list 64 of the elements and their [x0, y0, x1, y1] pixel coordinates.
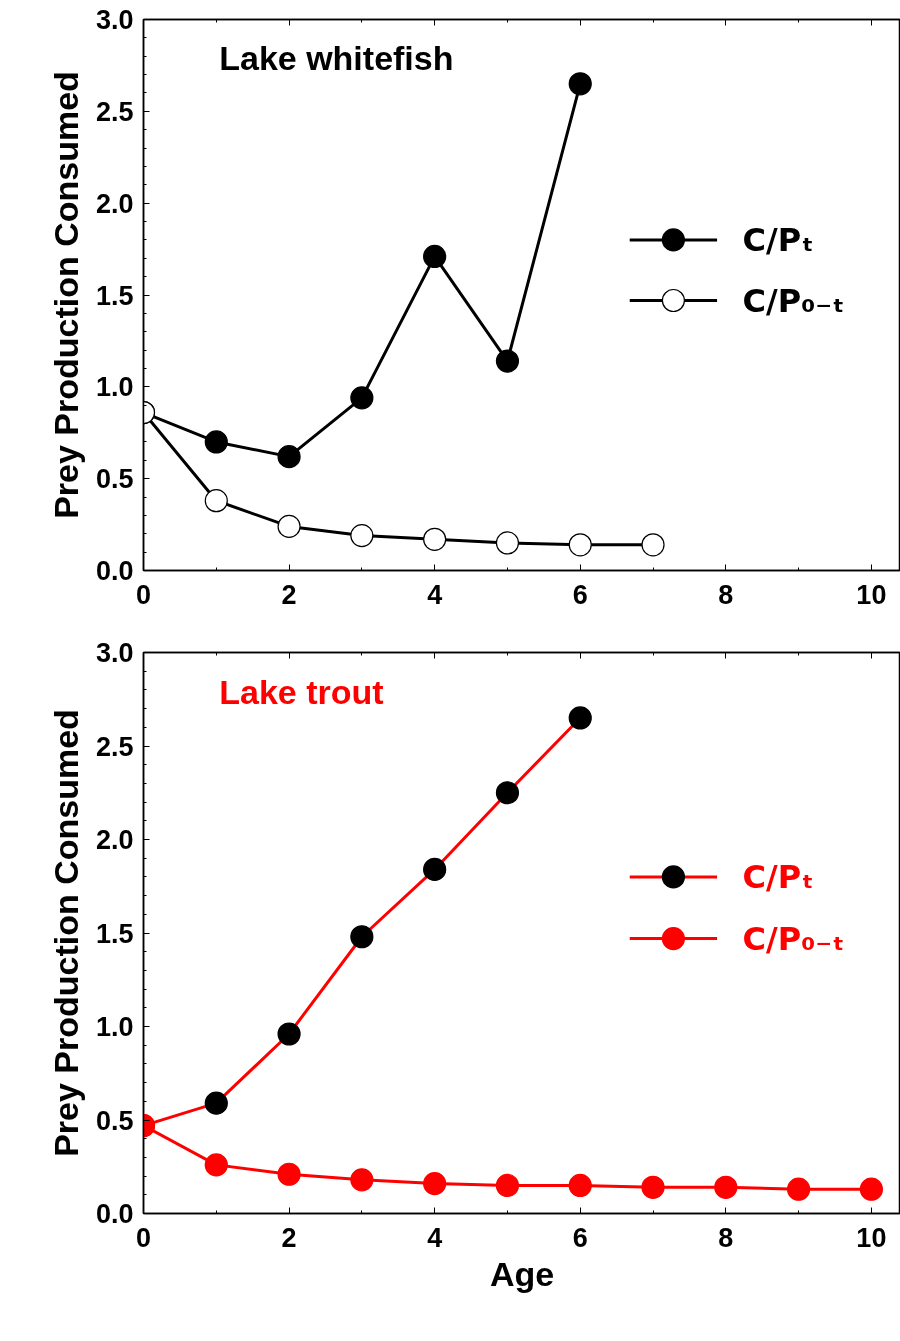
- x-tick-label: 10: [856, 1222, 887, 1253]
- legend-label: C/P₀₋ₜ: [742, 281, 845, 320]
- point: [350, 1168, 374, 1192]
- y-tick-label: 2.5: [95, 731, 134, 762]
- point: [350, 524, 374, 548]
- x-tick-label: 6: [572, 1222, 588, 1253]
- point: [568, 706, 592, 730]
- y-tick-label: 1.0: [95, 1012, 134, 1042]
- text: Lake trout: [219, 672, 384, 711]
- x-tick-label: 2: [281, 1222, 297, 1253]
- point: [495, 781, 520, 805]
- point: [495, 349, 520, 373]
- y-tick-label: 2.5: [95, 96, 134, 127]
- y-axis-title: Prey Production Consumed: [46, 71, 85, 519]
- y-tick-label: 1.5: [95, 280, 134, 311]
- point: [204, 489, 228, 513]
- y-tick-label: 0.0: [95, 1199, 134, 1229]
- x-tick-label: 4: [427, 579, 443, 610]
- point: [204, 430, 228, 454]
- legend-label: C/Pₜ: [742, 220, 814, 259]
- y-tick-label: 0.5: [95, 1105, 134, 1136]
- legend-label: C/P₀₋ₜ: [742, 919, 845, 958]
- point: [277, 1162, 301, 1186]
- point: [859, 1177, 883, 1201]
- point: [423, 857, 447, 881]
- point: [568, 533, 592, 557]
- x-tick-label: 8: [718, 579, 734, 610]
- point: [641, 1175, 665, 1199]
- y-tick-label: 3.0: [95, 5, 134, 35]
- point: [568, 72, 592, 96]
- y-axis-title: Prey Production Consumed: [46, 709, 85, 1157]
- point: [495, 531, 520, 555]
- point: [568, 1173, 592, 1198]
- y-tick-label: 2.0: [95, 188, 134, 219]
- point: [277, 445, 301, 469]
- point: [204, 1091, 228, 1115]
- y-tick-label: 2.0: [95, 825, 134, 855]
- point: [495, 1173, 520, 1198]
- point: [423, 527, 447, 551]
- x-axis-title: Age: [489, 1254, 555, 1293]
- point: [423, 244, 447, 269]
- x-tick-label: 2: [281, 579, 297, 610]
- x-tick-label: 8: [718, 1222, 734, 1253]
- y-tick-label: 0.0: [95, 556, 134, 586]
- point: [641, 533, 665, 557]
- x-tick-label: 6: [572, 579, 588, 610]
- y-tick-label: 1.0: [95, 372, 134, 403]
- x-tick-label: 0: [135, 1222, 152, 1253]
- legend-label: C/Pₜ: [742, 857, 814, 896]
- point: [204, 1153, 228, 1177]
- point: [350, 386, 374, 410]
- y-tick-label: 0.5: [95, 464, 134, 495]
- x-tick-label: 4: [427, 1222, 443, 1253]
- point: [277, 1022, 301, 1046]
- point: [423, 1172, 447, 1196]
- point: [350, 925, 374, 949]
- x-tick-label: 10: [856, 579, 887, 610]
- point: [277, 514, 301, 538]
- x-tick-label: 0: [135, 579, 152, 610]
- point: [787, 1177, 811, 1201]
- y-tick-label: 1.5: [95, 918, 134, 949]
- y-tick-label: 3.0: [95, 638, 134, 668]
- text: Lake whitefish: [219, 39, 454, 78]
- point: [714, 1175, 738, 1199]
